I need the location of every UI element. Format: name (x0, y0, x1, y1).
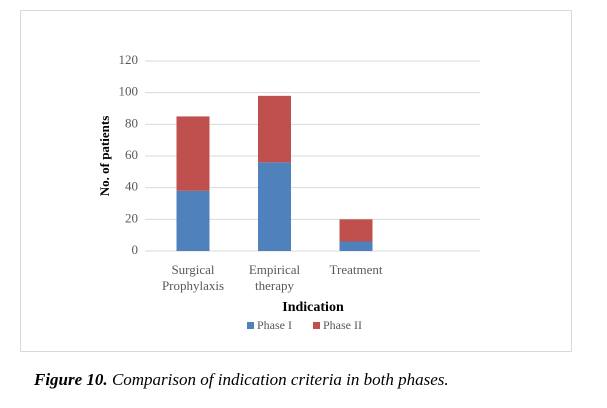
bar-segment (176, 190, 210, 251)
y-tick-label: 40 (125, 179, 138, 194)
y-tick-label: 0 (132, 242, 139, 257)
bar-segment (339, 241, 373, 251)
y-tick-label: 60 (125, 147, 138, 162)
caption-text: Comparison of indication criteria in bot… (111, 370, 449, 389)
y-tick-label: 120 (119, 52, 139, 67)
x-tick-label: Surgical Prophylaxis (161, 262, 225, 293)
y-tick-label: 80 (125, 115, 138, 130)
x-axis-label: Indication (282, 300, 344, 315)
bar-segment (258, 162, 291, 251)
caption: Figure 10. Comparison of indication crit… (34, 370, 449, 390)
caption-label: Figure 10. (34, 370, 108, 389)
bar-segment (176, 116, 210, 191)
y-tick-label: 20 (125, 210, 138, 225)
legend-swatch (247, 322, 254, 329)
bar-segment (339, 219, 373, 242)
chart-frame (20, 10, 572, 352)
y-tick-label: 100 (119, 84, 139, 99)
legend-label: Phase II (323, 318, 362, 332)
y-axis-label: No. of patients (97, 116, 112, 197)
x-tick-label: Treatment (329, 262, 383, 277)
legend-swatch (313, 322, 320, 329)
bar-segment (258, 95, 291, 163)
x-tick-label: Empirical therapy (248, 262, 301, 293)
legend-label: Phase I (257, 318, 292, 332)
